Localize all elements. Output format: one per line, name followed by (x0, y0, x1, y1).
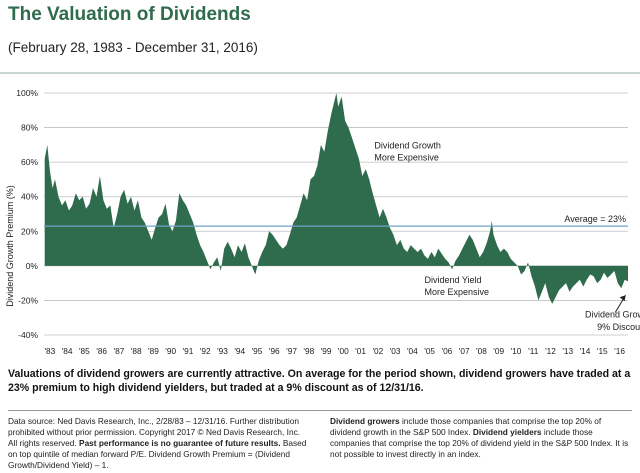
x-tick-label: '84 (62, 346, 73, 356)
x-tick-label: '98 (303, 346, 314, 356)
x-tick-label: '08 (476, 346, 487, 356)
term-dividend-yielders: Dividend yielders (472, 427, 542, 437)
x-tick-label: '83 (44, 346, 55, 356)
valuation-chart: 100% 80% 60% 40% 20% 0% -20% -40% Dividend Grow… (5, 88, 640, 356)
x-axis-labels: '83 '84 '85 '86 '87 '88 '89 '90 '91 '92 '93 '94 '95 '… (44, 346, 625, 356)
def-dividend-growers: include those companies that comprise th… (330, 416, 602, 437)
x-tick-label: '85 (79, 346, 90, 356)
annotation-label: Dividend Growth (374, 140, 441, 150)
x-tick-label: '89 (148, 346, 159, 356)
x-tick-label: '95 (252, 346, 263, 356)
x-tick-label: '03 (390, 346, 401, 356)
y-tick-label: 0% (26, 261, 39, 271)
y-tick-label: 60% (21, 157, 38, 167)
annotation-label: Dividend Yield (424, 275, 481, 285)
x-tick-label: '11 (528, 346, 539, 356)
x-tick-label: '87 (114, 346, 125, 356)
x-tick-label: '93 (217, 346, 228, 356)
y-tick-label: 80% (21, 123, 38, 133)
footnote-left: Data source: Ned Davis Research, Inc., 2… (8, 416, 308, 471)
annotation-label: Dividend Growers (585, 310, 640, 320)
def-dividend-yielders: include those companies that comprise th… (330, 427, 629, 459)
x-tick-label: '91 (183, 346, 194, 356)
premium-area (44, 93, 628, 304)
arrow-head (619, 295, 626, 302)
x-tick-label: '09 (493, 346, 504, 356)
x-tick-label: '88 (131, 346, 142, 356)
x-tick-label: '15 (597, 346, 608, 356)
y-tick-label: 20% (21, 226, 38, 236)
y-tick-label: -20% (18, 295, 38, 305)
x-tick-label: '12 (545, 346, 556, 356)
x-tick-label: '01 (355, 346, 366, 356)
x-tick-label: '16 (614, 346, 625, 356)
x-tick-label: '07 (459, 346, 470, 356)
annotation-label: More Expensive (424, 287, 489, 297)
x-tick-label: '05 (424, 346, 435, 356)
x-tick-label: '10 (511, 346, 522, 356)
x-tick-label: '96 (269, 346, 280, 356)
x-tick-label: '94 (234, 346, 245, 356)
x-tick-label: '86 (96, 346, 107, 356)
chart-title: The Valuation of Dividends (8, 4, 251, 25)
annotation-label: 9% Discount (597, 322, 640, 332)
footnote-divider (8, 410, 632, 411)
x-tick-label: '92 (200, 346, 211, 356)
summary-text: Valuations of dividend growers are curre… (8, 368, 631, 394)
source-note: Data source: Ned Davis Research, Inc., 2… (8, 416, 301, 448)
x-tick-label: '00 (338, 346, 349, 356)
y-axis-title: Dividend Growth Premium (%) (5, 185, 15, 307)
x-tick-label: '14 (580, 346, 591, 356)
x-tick-label: '06 (441, 346, 452, 356)
x-tick-label: '02 (372, 346, 383, 356)
annotation-label: More Expensive (374, 152, 439, 162)
header-divider (0, 72, 640, 74)
average-label: Average = 23% (564, 214, 626, 224)
footnote-right: Dividend growers include those companies… (330, 416, 634, 460)
performance-disclaimer: Past performance is no guarantee of futu… (79, 438, 281, 448)
chart-subtitle: (February 28, 1983 - December 31, 2016) (8, 40, 258, 55)
y-axis-labels: 100% 80% 60% 40% 20% 0% -20% -40% (16, 88, 38, 340)
y-tick-label: 40% (21, 192, 38, 202)
y-tick-label: 100% (16, 88, 38, 98)
x-tick-label: '04 (407, 346, 418, 356)
annotations: Dividend Growth More Expensive Dividend Yi… (374, 140, 640, 331)
x-tick-label: '13 (562, 346, 573, 356)
term-dividend-growers: Dividend growers (330, 416, 400, 426)
x-tick-label: '97 (286, 346, 297, 356)
x-tick-label: '90 (165, 346, 176, 356)
y-tick-label: -40% (18, 330, 38, 340)
method-note: Based on top quintile of median forward … (8, 438, 307, 470)
x-tick-label: '99 (321, 346, 332, 356)
